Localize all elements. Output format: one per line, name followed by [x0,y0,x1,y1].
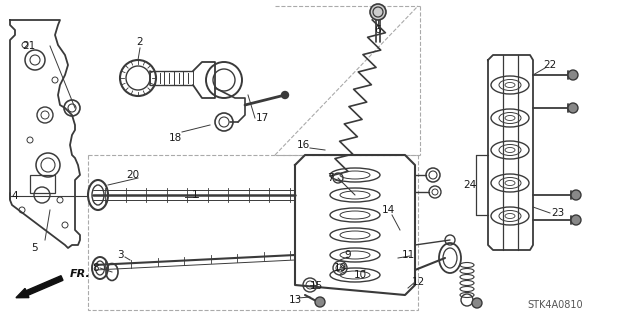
Circle shape [571,190,581,200]
Text: 23: 23 [552,208,564,218]
Circle shape [568,70,578,80]
Circle shape [571,215,581,225]
Text: 12: 12 [412,277,424,287]
Text: 22: 22 [543,60,557,70]
Circle shape [315,297,325,307]
Text: 6: 6 [374,25,381,35]
Circle shape [282,92,289,99]
Text: 2: 2 [137,37,143,47]
Text: 1: 1 [192,190,198,200]
Circle shape [370,4,386,20]
Text: 9: 9 [345,250,351,260]
Text: 18: 18 [168,133,182,143]
Text: 13: 13 [289,295,301,305]
Text: 24: 24 [463,180,477,190]
Text: 15: 15 [309,281,323,291]
Text: 17: 17 [255,113,269,123]
Bar [88,155,418,310]
Bar [30,175,55,193]
Text: 4: 4 [12,191,19,201]
Text: 10: 10 [353,270,367,280]
Circle shape [568,103,578,113]
Text: 20: 20 [127,170,140,180]
Text: 16: 16 [296,140,310,150]
Text: FR.: FR. [70,269,91,279]
Text: 19: 19 [333,263,347,273]
Text: 3: 3 [116,250,124,260]
Text: 14: 14 [381,205,395,215]
Circle shape [472,298,482,308]
Text: 21: 21 [22,41,36,51]
Text: STK4A0810: STK4A0810 [527,300,583,310]
Text: 8: 8 [93,263,99,273]
Text: 5: 5 [32,243,38,253]
Text: 11: 11 [401,250,415,260]
Text: 7: 7 [326,173,333,183]
FancyArrow shape [16,276,63,298]
